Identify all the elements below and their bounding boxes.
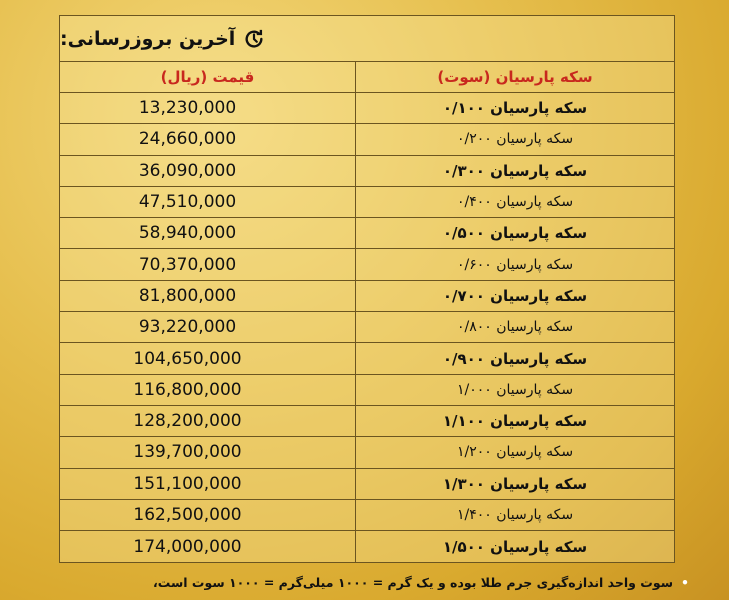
price-cell: 139,700,000	[60, 437, 356, 468]
table-row: 47,510,000 سکه پارسیان ۰/۴۰۰	[60, 186, 674, 219]
footnote: •سوت واحد اندازه‌گیری جرم طلا بوده و یک …	[153, 575, 689, 590]
table-row: 13,230,000 سکه پارسیان ۰/۱۰۰	[60, 93, 674, 125]
coin-cell: سکه پارسیان ۱/۳۰۰	[442, 474, 588, 493]
table-row: 81,800,000 سکه پارسیان ۰/۷۰۰	[60, 280, 674, 313]
price-cell: 24,660,000	[60, 124, 356, 155]
coin-cell: سکه پارسیان ۰/۷۰۰	[442, 286, 588, 305]
coin-cell: سکه پارسیان ۱/۲۰۰	[456, 444, 574, 461]
table-row: 70,370,000 سکه پارسیان ۰/۶۰۰	[60, 249, 674, 281]
coin-cell: سکه پارسیان ۰/۶۰۰	[456, 256, 574, 273]
coin-column-header: سکه پارسیان (سوت)	[437, 68, 593, 86]
table-row: 162,500,000 سکه پارسیان ۱/۴۰۰	[60, 499, 674, 532]
coin-cell: سکه پارسیان ۱/۰۰۰	[456, 381, 574, 398]
table-row: 24,660,000 سکه پارسیان ۰/۲۰۰	[60, 124, 674, 156]
table-row: 116,800,000 سکه پارسیان ۱/۰۰۰	[60, 374, 674, 406]
price-cell: 174,000,000	[60, 531, 356, 563]
coin-cell: سکه پارسیان ۱/۴۰۰	[456, 507, 574, 523]
coin-cell: سکه پارسیان ۱/۱۰۰	[442, 412, 588, 431]
coin-cell: سکه پارسیان ۰/۵۰۰	[442, 224, 588, 243]
coin-cell: سکه پارسیان ۰/۲۰۰	[456, 131, 574, 148]
price-cell: 93,220,000	[60, 312, 356, 343]
price-cell: 36,090,000	[60, 155, 356, 186]
coin-cell: سکه پارسیان ۰/۸۰۰	[456, 319, 574, 336]
price-cell: 151,100,000	[60, 468, 356, 499]
coin-cell: سکه پارسیان ۰/۹۰۰	[442, 349, 588, 368]
price-cell: 116,800,000	[60, 374, 356, 405]
price-cell: 13,230,000	[60, 93, 356, 124]
price-cell: 104,650,000	[60, 343, 356, 374]
coin-cell: سکه پارسیان ۱/۵۰۰	[442, 537, 588, 556]
bullet-icon: •	[681, 575, 689, 590]
last-update-label: آخرین بروزرسانی:	[60, 27, 236, 50]
column-headers: قیمت (ریال) سکه پارسیان (سوت)	[60, 62, 674, 93]
table-row: 36,090,000 سکه پارسیان ۰/۳۰۰	[60, 155, 674, 187]
price-cell: 128,200,000	[60, 405, 356, 437]
table-row: 151,100,000 سکه پارسیان ۱/۳۰۰	[60, 468, 674, 500]
table-row: 104,650,000 سکه پارسیان ۰/۹۰۰	[60, 343, 674, 375]
table-row: 58,940,000 سکه پارسیان ۰/۵۰۰	[60, 218, 674, 250]
table-row: 128,200,000 سکه پارسیان ۱/۱۰۰	[60, 405, 674, 438]
price-cell: 70,370,000	[60, 249, 356, 280]
price-cell: 47,510,000	[60, 186, 356, 218]
price-cell: 162,500,000	[60, 499, 356, 531]
table-row: 174,000,000 سکه پارسیان ۱/۵۰۰	[60, 531, 674, 563]
table-row: 139,700,000 سکه پارسیان ۱/۲۰۰	[60, 437, 674, 469]
price-cell: 58,940,000	[60, 218, 356, 249]
coin-cell: سکه پارسیان ۰/۳۰۰	[442, 161, 588, 180]
refresh-clock-icon	[245, 29, 263, 48]
price-table: آخرین بروزرسانی: قیمت (ریال) سکه پارسیان…	[59, 15, 675, 564]
price-cell: 81,800,000	[60, 280, 356, 312]
coin-cell: سکه پارسیان ۰/۴۰۰	[456, 194, 574, 211]
price-column-header: قیمت (ریال)	[60, 62, 356, 92]
table-title: آخرین بروزرسانی:	[60, 16, 674, 62]
table-row: 93,220,000 سکه پارسیان ۰/۸۰۰	[60, 312, 674, 344]
coin-cell: سکه پارسیان ۰/۱۰۰	[442, 99, 588, 118]
